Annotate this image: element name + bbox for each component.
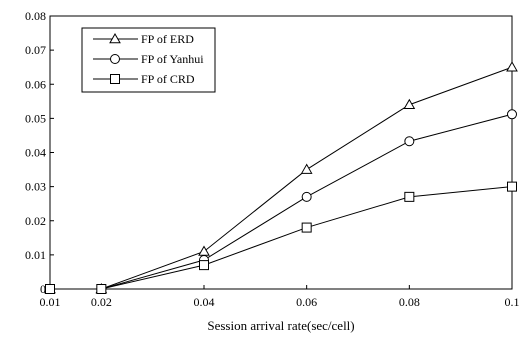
y-tick-label: 0.06	[25, 77, 46, 91]
legend-marker-circle	[110, 54, 120, 64]
x-tick-label: 0.04	[194, 295, 215, 309]
legend-label: FP of CRD	[141, 72, 195, 86]
legend-marker-square	[110, 74, 120, 84]
legend-marker-triangle	[109, 32, 121, 44]
y-tick-label: 0	[40, 282, 46, 296]
y-tick-label: 0.05	[25, 111, 46, 125]
data-point-square	[199, 260, 209, 271]
y-tick-label: 0.07	[25, 43, 46, 57]
data-point-circle	[301, 191, 312, 202]
axis-ticks: 0.01 0.02 0.04 0.06 0.08 0.100.010.020.030.04…	[25, 9, 520, 309]
y-tick-label: 0.04	[25, 146, 46, 160]
data-point-triangle	[300, 163, 313, 174]
series-layer	[44, 61, 518, 294]
x-tick-label: 0.08	[399, 295, 420, 309]
x-tick-label: 0.01	[40, 295, 61, 309]
data-point-square	[96, 284, 107, 294]
data-point-square	[404, 191, 415, 202]
y-tick-label: 0.03	[25, 180, 46, 194]
data-point-circle	[404, 136, 415, 147]
data-point-circle	[507, 109, 517, 120]
data-point-triangle	[403, 98, 416, 109]
data-point-triangle	[506, 61, 518, 72]
legend-label: FP of ERD	[141, 32, 194, 46]
x-tick-label: 0.02	[91, 295, 112, 309]
data-point-square	[45, 284, 55, 294]
data-point-square	[507, 181, 517, 192]
legend-label: FP of Yanhui	[141, 52, 204, 66]
y-tick-label: 0.01	[25, 248, 46, 262]
series-line-square	[50, 186, 513, 290]
y-tick-label: 0.08	[25, 9, 46, 23]
x-tick-label: 0.1	[505, 295, 520, 309]
data-point-square	[301, 222, 312, 233]
legend: FP of ERD FP of Yanhui FP of CRD	[81, 27, 216, 93]
y-tick-label: 0.02	[25, 214, 46, 228]
x-axis-label: Session arrival rate(sec/cell)	[207, 318, 354, 333]
x-tick-label: 0.06	[296, 295, 317, 309]
